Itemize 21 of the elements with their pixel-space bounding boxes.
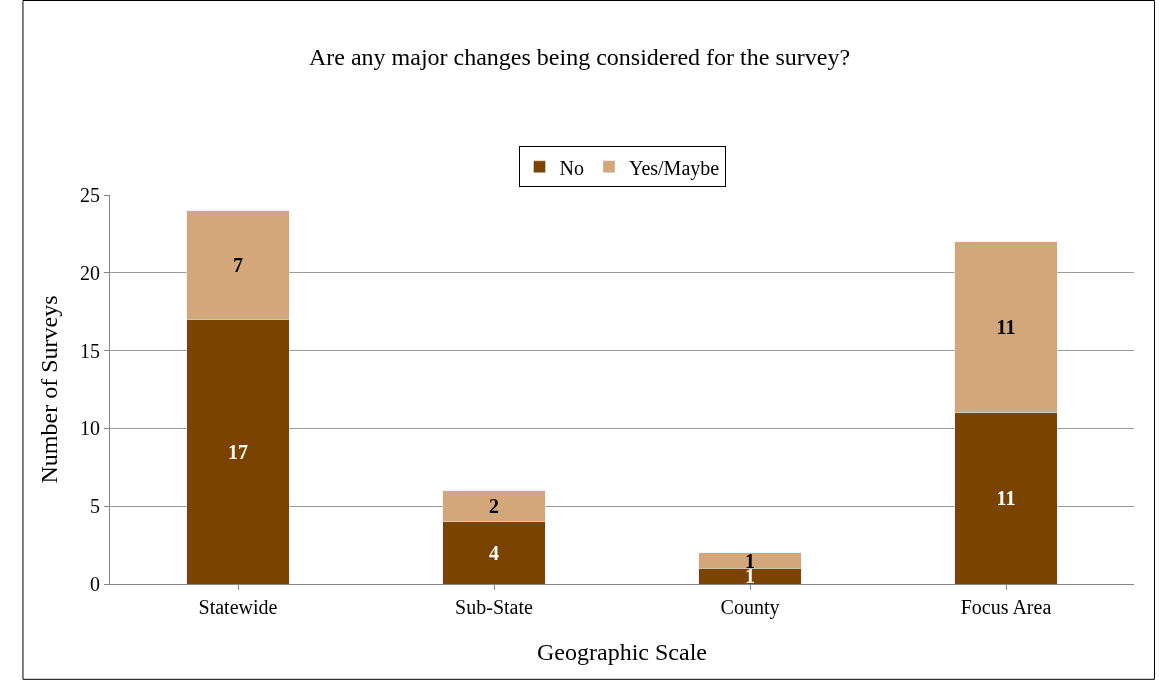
legend-label: No <box>559 156 584 179</box>
data-label: 2 <box>489 495 499 518</box>
chart-title: Are any major changes being considered for the survey? <box>308 44 851 71</box>
y-tick-label: 0 <box>90 573 100 595</box>
x-tick-label: County <box>720 596 780 619</box>
x-tick-label: Statewide <box>198 596 278 618</box>
y-tick-label: 25 <box>80 184 100 206</box>
data-label: 11 <box>996 487 1016 510</box>
y-tick-label: 5 <box>90 495 100 518</box>
data-label: 4 <box>489 541 499 564</box>
x-tick-label: Focus Area <box>960 596 1052 618</box>
y-tick-label: 15 <box>80 339 100 362</box>
y-tick-label: 10 <box>80 417 100 440</box>
y-tick-label: 20 <box>80 261 100 284</box>
data-label: 7 <box>233 254 243 277</box>
y-axis-title: Number of Surveys <box>36 295 63 484</box>
x-axis-title: Geographic Scale <box>537 639 707 666</box>
data-label: 11 <box>996 316 1016 339</box>
legend-label: Yes/Maybe <box>628 156 720 180</box>
data-label: 17 <box>228 440 248 463</box>
x-tick-label: Sub-State <box>455 596 534 618</box>
